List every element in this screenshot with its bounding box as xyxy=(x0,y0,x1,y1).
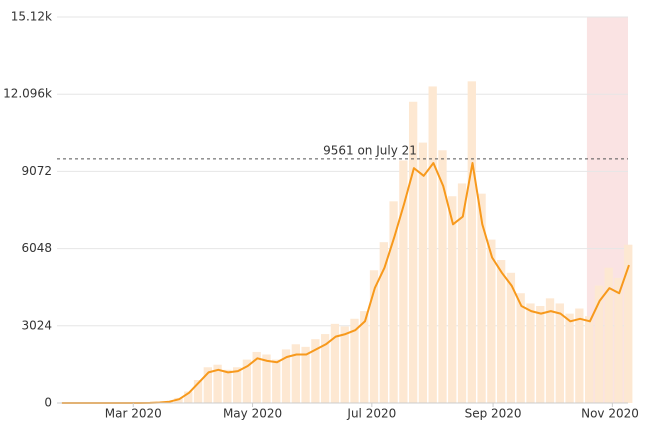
daily-bar xyxy=(448,196,457,403)
y-tick-label: 9072 xyxy=(21,164,52,178)
daily-bar xyxy=(477,193,486,403)
daily-bar xyxy=(624,244,633,403)
daily-bar xyxy=(457,183,467,403)
daily-bar xyxy=(281,349,291,403)
daily-bar xyxy=(399,160,408,403)
daily-bar xyxy=(379,242,388,403)
daily-bar xyxy=(438,150,447,403)
daily-bar xyxy=(311,339,320,403)
daily-bar xyxy=(594,285,604,403)
y-tick-label: 3024 xyxy=(21,318,52,332)
y-tick-label: 15.12k xyxy=(11,10,52,24)
daily-bar xyxy=(291,344,300,403)
daily-bar xyxy=(184,391,193,403)
daily-bar xyxy=(467,81,476,403)
daily-bar xyxy=(223,369,232,403)
x-tick-label: Mar 2020 xyxy=(105,407,162,421)
daily-bar xyxy=(614,277,623,403)
daily-bar xyxy=(330,323,340,403)
daily-bar xyxy=(604,267,613,403)
daily-bar xyxy=(487,239,496,403)
daily-bar xyxy=(555,303,564,403)
y-tick-label: 12.096k xyxy=(3,87,52,101)
daily-bar xyxy=(242,359,252,403)
reference-label: 9561 on July 21 xyxy=(323,143,417,157)
daily-bar xyxy=(174,397,183,403)
daily-bar xyxy=(340,326,349,403)
daily-bar xyxy=(496,260,506,403)
daily-bar xyxy=(350,318,359,403)
daily-bar xyxy=(360,311,369,403)
daily-bar xyxy=(369,270,379,403)
daily-bar xyxy=(301,346,310,403)
daily-bar xyxy=(418,142,428,403)
daily-bar xyxy=(536,305,545,403)
daily-bar xyxy=(408,101,418,403)
y-tick-label: 0 xyxy=(44,396,52,410)
daily-bar xyxy=(545,298,555,403)
daily-bar xyxy=(252,351,261,403)
x-tick-label: Nov 2020 xyxy=(581,407,639,421)
daily-bar xyxy=(575,308,584,403)
daily-bar xyxy=(389,201,398,403)
daily-bar xyxy=(320,334,330,403)
daily-bar xyxy=(506,272,516,403)
daily-bar xyxy=(213,364,222,403)
y-tick-label: 6048 xyxy=(21,241,52,255)
x-tick-label: Sep 2020 xyxy=(465,407,522,421)
daily-bar xyxy=(193,380,203,403)
daily-bar xyxy=(232,367,242,403)
daily-bar xyxy=(203,367,212,403)
daily-bar xyxy=(516,293,525,403)
daily-bar xyxy=(584,316,594,403)
daily-bar xyxy=(262,354,271,403)
daily-bar xyxy=(565,313,574,403)
x-tick-label: May 2020 xyxy=(223,407,282,421)
daily-bar xyxy=(428,86,437,404)
x-tick-label: Jul 2020 xyxy=(346,407,396,421)
daily-bar xyxy=(272,359,281,403)
daily-bar xyxy=(526,303,535,403)
